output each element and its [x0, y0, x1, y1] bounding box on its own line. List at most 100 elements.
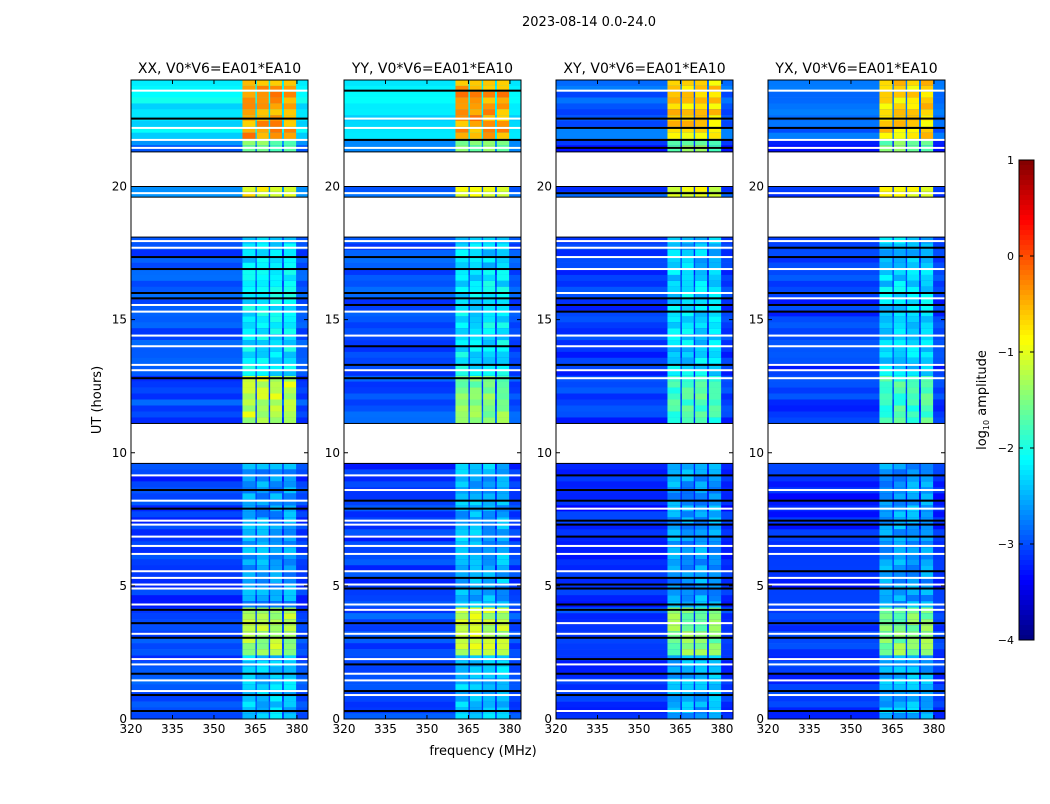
colorbar-cell	[1019, 350, 1034, 356]
flag-line	[768, 603, 945, 606]
background-cell	[556, 541, 733, 548]
band-cell	[270, 625, 283, 632]
flag-line	[768, 519, 945, 522]
x-tick-label: 350	[203, 722, 226, 736]
band-cell	[496, 121, 510, 128]
band-cell	[879, 387, 893, 394]
flag-line	[344, 622, 521, 625]
band-cell	[256, 463, 269, 470]
band-cell	[469, 713, 482, 720]
band-cell	[483, 351, 496, 359]
band-cell	[469, 499, 482, 506]
band-cell	[242, 345, 256, 353]
colorbar-tick-label: −4	[998, 634, 1014, 647]
flag-line	[131, 583, 308, 586]
band-cell	[681, 595, 694, 602]
band-cell	[879, 547, 893, 554]
band-cell	[879, 340, 893, 347]
band-cell	[256, 316, 269, 323]
background-cell	[344, 310, 521, 317]
band-cell	[455, 684, 469, 691]
band-cell	[469, 262, 482, 270]
background-cell	[768, 191, 945, 198]
band-cell	[496, 411, 510, 418]
band-cell	[270, 256, 283, 263]
flag-line	[768, 544, 945, 547]
band-cell	[483, 262, 496, 270]
band-cell	[681, 637, 694, 644]
background-cell	[131, 292, 308, 299]
band-cell	[893, 499, 906, 506]
band-cell	[879, 529, 893, 536]
band-cell	[893, 571, 906, 578]
band-cell	[879, 535, 893, 542]
band-cell	[907, 269, 920, 276]
background-cell	[131, 316, 308, 323]
background-cell	[131, 109, 308, 116]
band-cell	[483, 328, 496, 335]
background-cell	[768, 695, 945, 702]
background-cell	[344, 340, 521, 347]
band-cell	[893, 475, 906, 482]
band-cell	[270, 559, 283, 566]
band-cell	[256, 304, 269, 311]
band-cell	[270, 481, 283, 488]
background-cell	[556, 85, 733, 93]
band-cell	[270, 274, 283, 282]
band-cell	[483, 121, 496, 128]
band-cell	[483, 475, 496, 482]
band-cell	[270, 541, 283, 548]
band-cell	[893, 411, 906, 418]
band-cell	[496, 613, 510, 620]
flag-line	[131, 544, 308, 547]
band-cell	[455, 469, 469, 476]
flag-line	[556, 474, 733, 477]
band-cell	[483, 666, 496, 673]
band-cell	[242, 138, 256, 146]
background-cell	[768, 613, 945, 620]
band-cell	[907, 80, 920, 87]
background-cell	[344, 269, 521, 276]
flag-line	[768, 474, 945, 477]
background-cell	[556, 583, 733, 590]
colorbar-cell	[1019, 170, 1034, 176]
background-cell	[344, 121, 521, 128]
band-cell	[270, 547, 283, 554]
band-cell	[708, 103, 722, 110]
band-cell	[483, 103, 496, 110]
band-cell	[242, 103, 256, 110]
band-cell	[920, 91, 934, 98]
band-cell	[270, 701, 283, 708]
band-cell	[270, 613, 283, 620]
band-cell	[667, 643, 681, 650]
background-cell	[344, 589, 521, 596]
background-cell	[768, 334, 945, 341]
band-cell	[708, 411, 722, 418]
band-cell	[270, 262, 283, 270]
band-cell	[667, 292, 681, 299]
band-cell	[907, 186, 920, 193]
band-cell	[681, 91, 694, 98]
flag-line	[344, 377, 521, 380]
band-cell	[283, 695, 297, 702]
band-cell	[256, 571, 269, 578]
band-cell	[455, 511, 469, 518]
band-cell	[256, 351, 269, 359]
band-cell	[242, 269, 256, 276]
colorbar-cell	[1019, 495, 1034, 501]
colorbar-cell	[1019, 470, 1034, 476]
band-cell	[469, 529, 482, 536]
band-cell	[681, 132, 694, 139]
band-cell	[667, 684, 681, 691]
band-cell	[483, 304, 496, 311]
colorbar-cell	[1019, 420, 1034, 426]
colorbar-label-rest: amplitude	[975, 350, 990, 420]
band-cell	[283, 109, 297, 116]
band-cell	[893, 351, 906, 359]
band-cell	[667, 274, 681, 282]
background-cell	[556, 316, 733, 323]
band-cell	[920, 298, 934, 305]
background-cell	[131, 643, 308, 650]
band-cell	[695, 280, 708, 288]
